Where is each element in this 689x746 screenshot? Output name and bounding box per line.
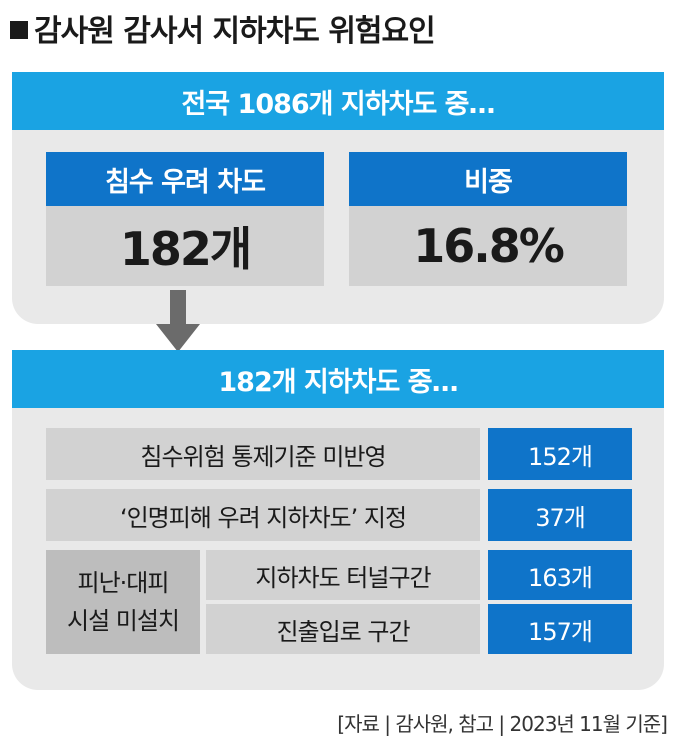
source-note: [자료 | 감사원, 참고 | 2023년 11월 기준] [337,712,668,736]
ramp-section-label: 진출입로 구간 [206,604,480,654]
designation-label: ‘인명피해 우려 지하차도’ 지정 [46,489,480,541]
group-label-line2: 시설 미설치 [66,607,180,635]
tunnel-section-value: 163개 [488,550,632,600]
infographic-title: 감사원 감사서 지하차도 위험요인 [10,6,436,50]
designation-value: 37개 [488,489,632,541]
group-label-line1: 피난·대피 [77,569,170,597]
ratio-value: 16.8% [349,206,627,286]
title-text: 감사원 감사서 지하차도 위험요인 [34,14,436,49]
nationwide-banner: 전국 1086개 지하차도 중… [12,72,664,130]
tunnel-section-label: 지하차도 터널구간 [206,550,480,600]
flood-risk-banner: 182개 지하차도 중… [12,350,664,408]
square-bullet-icon [10,21,28,39]
down-arrow-shaft [170,290,186,326]
ratio-header: 비중 [349,152,627,206]
control-standard-label: 침수위험 통제기준 미반영 [46,428,480,480]
flood-risk-value: 182개 [46,206,324,286]
control-standard-value: 152개 [488,428,632,480]
evacuation-facility-group-label: 피난·대피 시설 미설치 [46,550,200,654]
flood-risk-header: 침수 우려 차도 [46,152,324,206]
down-arrow-icon [156,324,200,352]
ramp-section-value: 157개 [488,604,632,654]
